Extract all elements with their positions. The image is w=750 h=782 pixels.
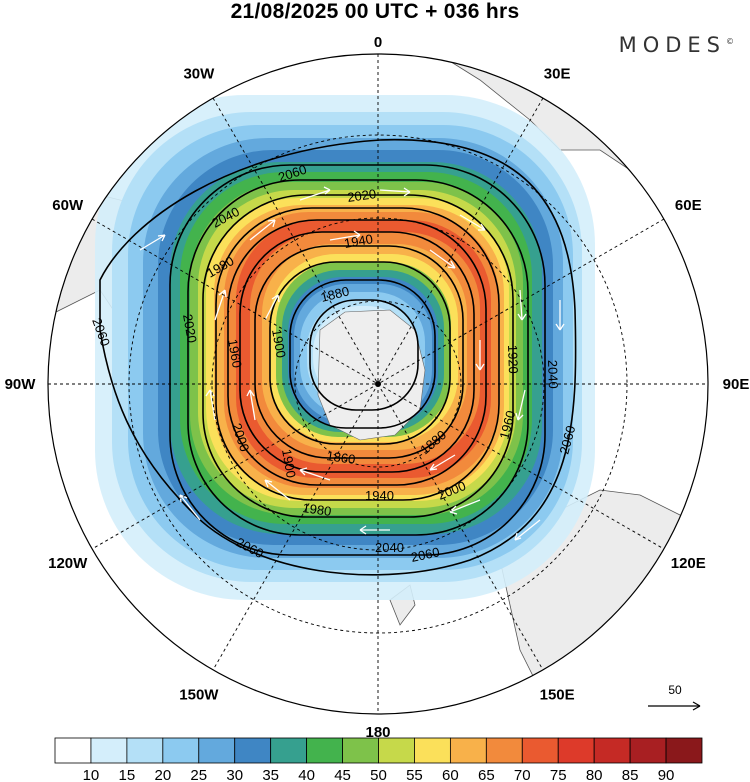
contour-label-2060-right: 2060 <box>556 424 578 456</box>
colorbar-tick-label: 15 <box>119 767 136 782</box>
colorbar-tick-label: 40 <box>298 767 315 782</box>
contour-2020 <box>187 179 529 536</box>
colorbar-swatch <box>378 737 415 764</box>
colorbar-swatch <box>90 737 128 764</box>
colorbar-swatch <box>485 737 523 764</box>
colorbar-swatch <box>270 737 308 764</box>
longitude-label-150e: 150E <box>540 686 575 703</box>
map-disc <box>48 54 708 714</box>
brand-mark: © <box>726 37 734 46</box>
contour-2060 <box>99 138 577 576</box>
longitude-label-60w: 60W <box>52 197 84 214</box>
contour-label-1880-top: 1880 <box>319 283 351 305</box>
contour-1900 <box>269 261 451 445</box>
colorbar-tick-label: 90 <box>658 767 675 782</box>
colorbar-swatch <box>593 737 631 764</box>
colorbar-swatch <box>306 737 343 764</box>
colorbar-tick-label: 55 <box>406 767 423 782</box>
colorbar-tick-label: 70 <box>514 767 531 782</box>
colorbar-tick-label: 30 <box>226 767 243 782</box>
longitude-label-60e: 60E <box>675 197 702 214</box>
colorbar-swatch <box>449 737 487 764</box>
contour-label-2060-bottom: 2060 <box>410 544 441 565</box>
colorbar-tick-label: 85 <box>622 767 639 782</box>
contour-2000 <box>202 194 514 518</box>
contour-2040 <box>169 164 546 556</box>
colorbar-tick-label: 75 <box>550 767 567 782</box>
colorbar-tick-label: 45 <box>334 767 351 782</box>
contour-1920 <box>254 245 464 459</box>
contour-label-1940-bottom: 1940 <box>365 488 394 503</box>
longitude-label-120w: 120W <box>48 555 88 572</box>
colorbar-tick-label: 60 <box>442 767 459 782</box>
colorbar-swatch <box>629 737 667 764</box>
contour-label-2020-top: 2020 <box>346 186 377 205</box>
longitude-labels: 0 30E 60E 90E 120E 150E 180 150W 120W 90W 60W 30W <box>5 34 750 741</box>
contour-label-1940-top: 1940 <box>343 231 374 251</box>
longitude-label-90w: 90W <box>5 376 37 393</box>
contour-label-2040-bottom: 2040 <box>375 540 404 555</box>
longitude-label-150w: 150W <box>179 686 219 703</box>
contour-label-1900-lower-left: 1900 <box>279 448 299 479</box>
colorbar-swatch <box>162 737 200 764</box>
colorbar-tick-label: 35 <box>262 767 279 782</box>
contour-label-2040-right: 2040 <box>545 360 561 389</box>
reference-vector-arrowhead <box>692 701 701 711</box>
longitude-label-180: 180 <box>365 724 390 741</box>
reference-vector: 50 <box>648 683 701 711</box>
contour-label-1900-left: 1900 <box>269 328 289 359</box>
colorbar-tick-label: 25 <box>190 767 207 782</box>
colorbar-swatch <box>414 737 451 764</box>
height-contours <box>99 138 577 576</box>
contour-label-1960-right: 1960 <box>496 409 518 441</box>
longitude-label-120e: 120E <box>671 555 706 572</box>
colorbar-swatch <box>198 737 236 764</box>
contour-label-1920-right: 1920 <box>505 345 521 374</box>
colorbar-swatch <box>342 737 379 764</box>
map-border <box>47 53 709 715</box>
colorbar-tick-label: 65 <box>478 767 495 782</box>
contour-1960 <box>227 219 487 486</box>
contour-label-2020-left: 2020 <box>180 313 200 344</box>
colorbar-swatch <box>521 737 559 764</box>
contour-1980 <box>215 207 500 501</box>
colorbar-tick-label: 80 <box>586 767 603 782</box>
colorbar-swatch <box>126 737 164 764</box>
brand-text: MODES <box>618 33 726 57</box>
chart-title: 21/08/2025 00 UTC + 036 hrs <box>230 0 520 23</box>
colorbar-swatch <box>234 737 272 764</box>
longitude-label-90e: 90E <box>723 376 750 393</box>
contour-label-1960-left: 1960 <box>225 338 245 369</box>
contour-1880 <box>289 279 436 429</box>
colorbar-tick-label: 10 <box>83 767 100 782</box>
contour-label-1860: 1860 <box>326 448 357 467</box>
colorbar: 10 15 20 25 30 35 40 45 50 55 60 65 70 75 80 85 90 <box>54 737 703 782</box>
longitude-label-30e: 30E <box>544 66 571 83</box>
longitude-label-30w: 30W <box>183 66 215 83</box>
colorbar-swatch <box>54 737 92 764</box>
contour-1860 <box>309 299 419 411</box>
colorbar-tick-label: 20 <box>154 767 171 782</box>
south-pole-marker <box>375 381 381 387</box>
contour-1940 <box>239 231 475 473</box>
reference-vector-label: 50 <box>668 683 682 697</box>
longitude-label-0: 0 <box>374 34 382 51</box>
colorbar-tick-label: 50 <box>370 767 387 782</box>
brand-logo: MODES© <box>619 33 734 57</box>
colorbar-swatch <box>665 737 703 764</box>
contour-label-1980-bottom: 1980 <box>302 500 333 519</box>
colorbar-swatch <box>557 737 595 764</box>
